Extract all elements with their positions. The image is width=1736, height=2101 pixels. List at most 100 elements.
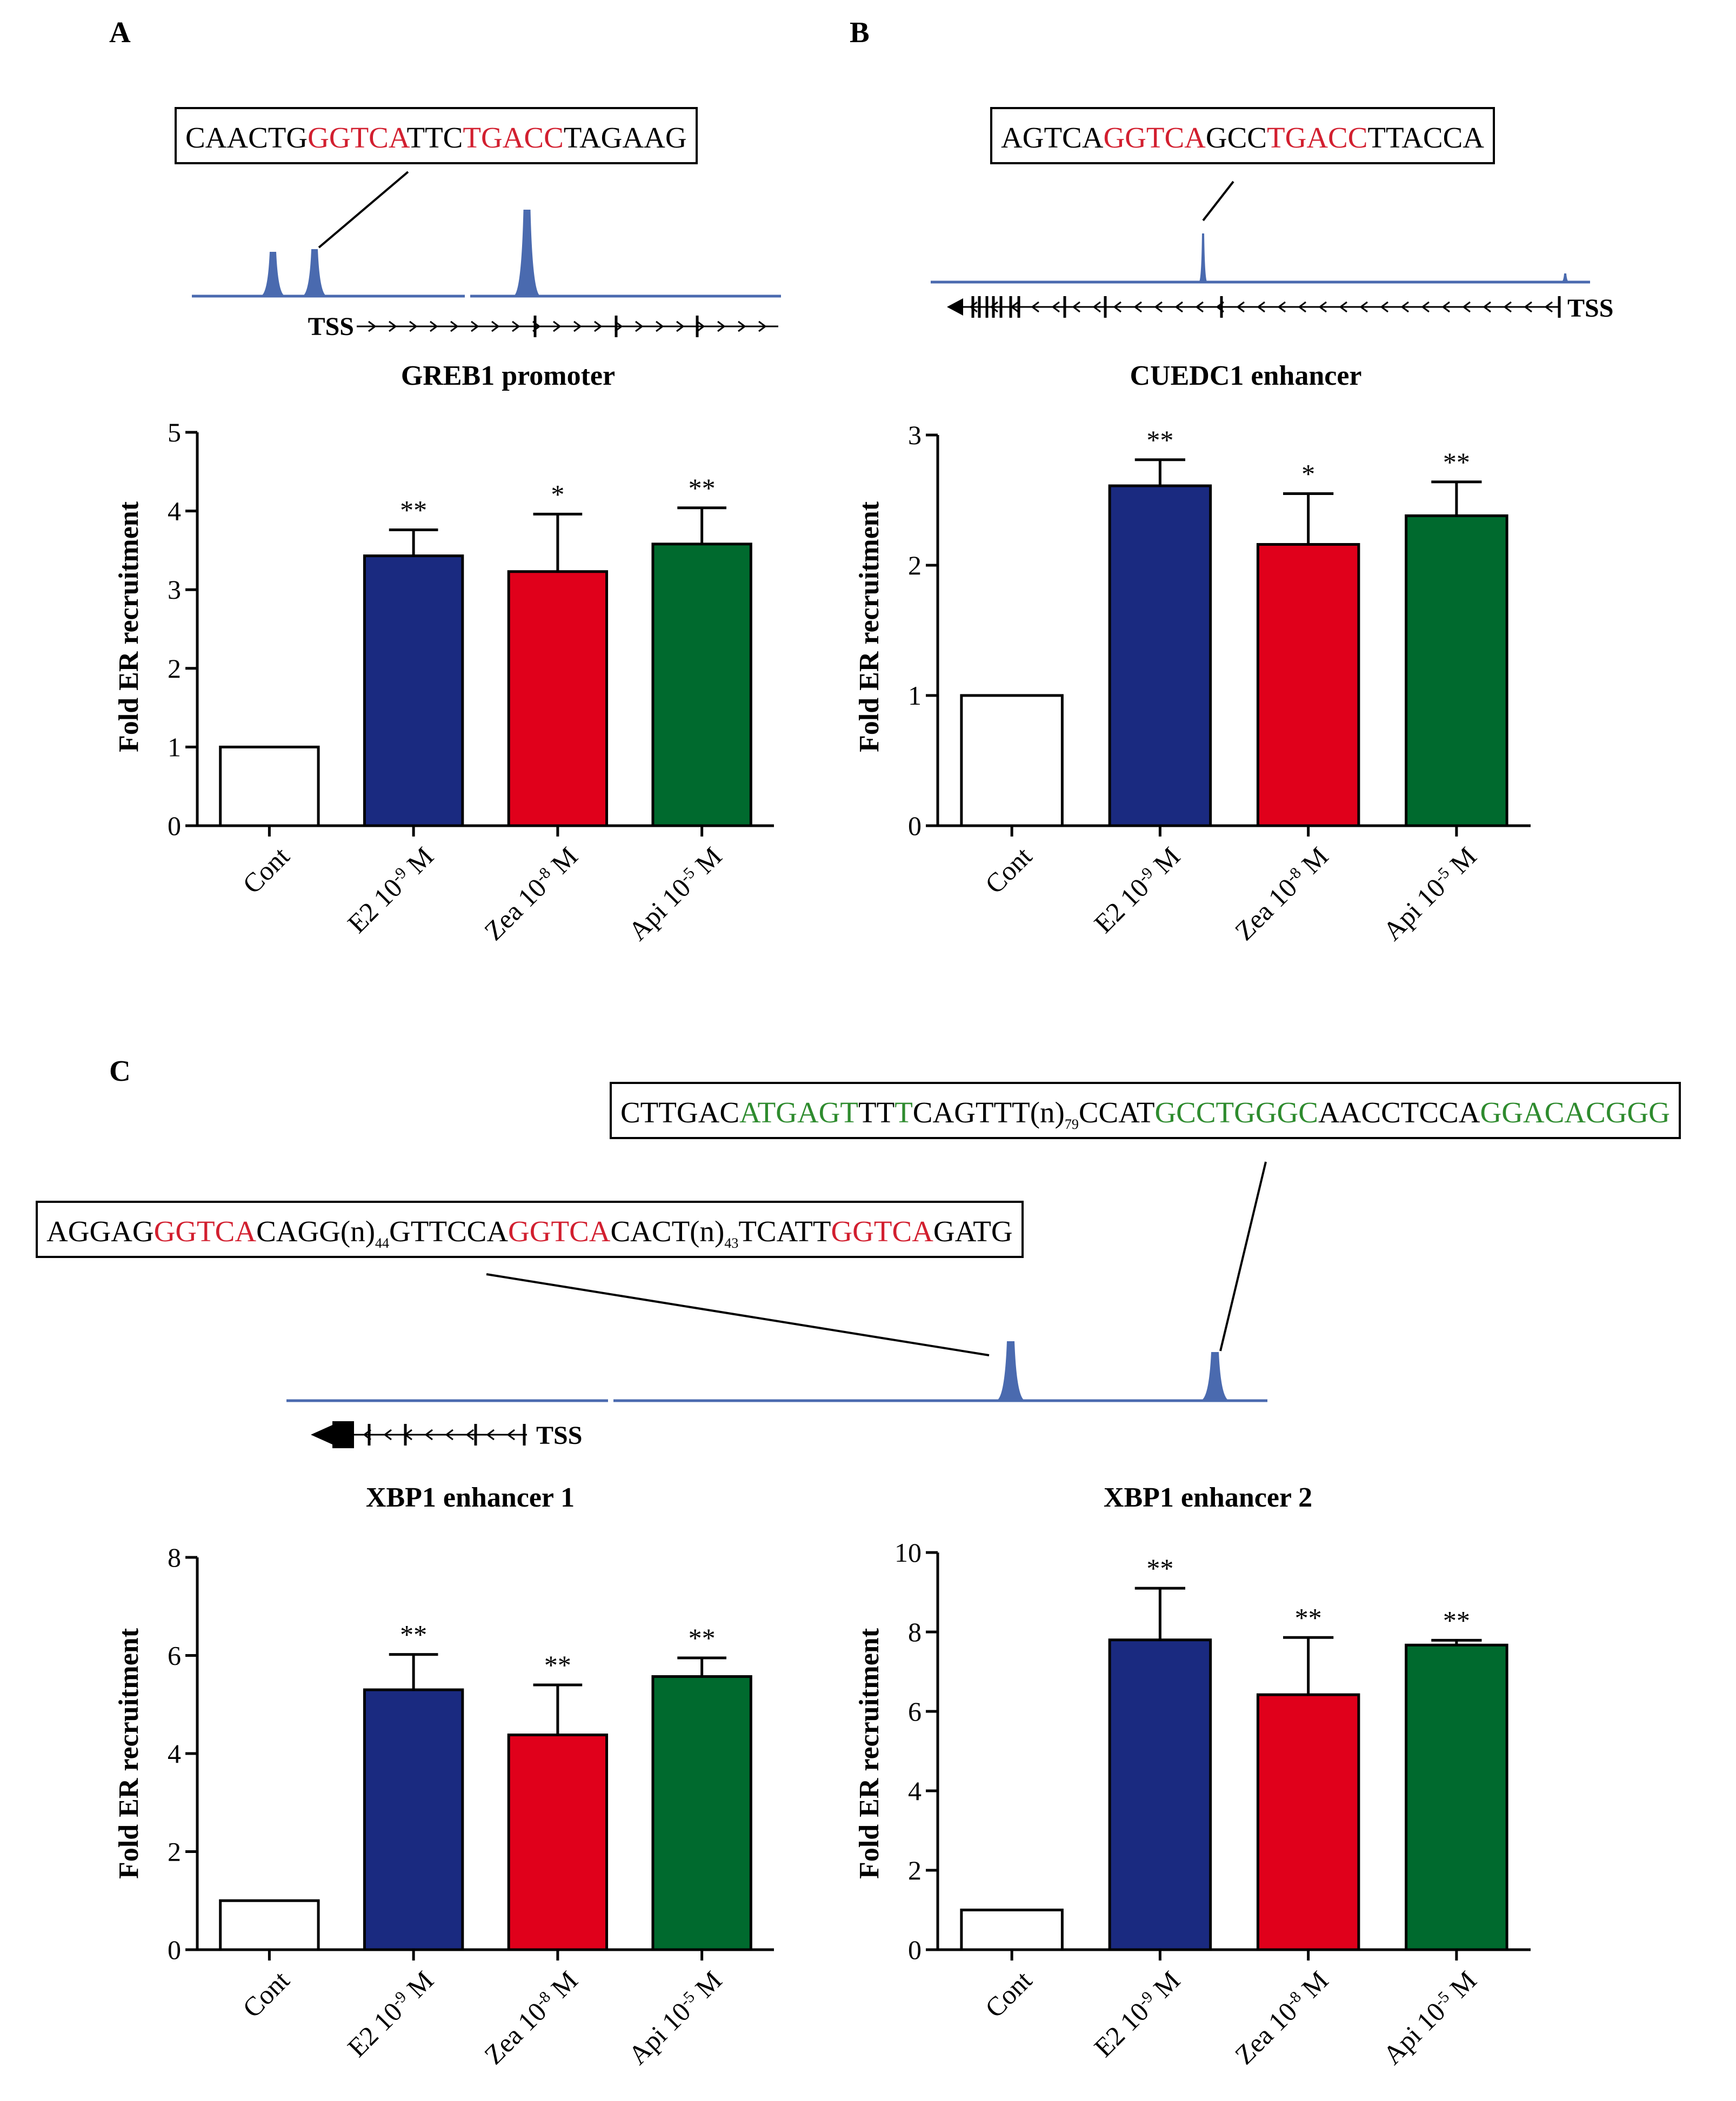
xbp1-enhancer1-leader-line [486,1273,990,1356]
y-tick-label: 1 [908,680,922,711]
greb1-tss-label: TSS [308,312,354,341]
cuedc1-signal-peak [1199,233,1207,282]
motif-half-site: GGTCA [1103,121,1206,154]
chart-title: XBP1 enhancer 1 [366,1482,575,1513]
greb1-gene-structure [357,316,778,337]
spacer-length: 43 [724,1235,739,1251]
y-tick-label: 1 [168,732,181,762]
y-axis-label: Fold ER recruitment [854,1628,885,1879]
sequence-fragment: TT [858,1096,895,1129]
bar-e2 [363,1688,464,1951]
motif-half-site: T [894,1096,913,1129]
x-tick-label: Zea 10-8 M [1229,1965,1334,2070]
significance-marker: ** [1443,447,1470,477]
motif-half-site: GGACACGGG [1480,1096,1670,1129]
bar-zea [1256,543,1360,827]
xbp1-enhancer1-signal-peak [996,1341,1026,1401]
x-tick-label: Api 10-5 M [623,1965,728,2070]
bar-api [651,1675,752,1951]
y-tick-label: 4 [168,1738,181,1769]
x-tick-label: Zea 10-8 M [478,1965,584,2070]
significance-marker: ** [1146,1553,1173,1583]
cuedc1-gene-structure [957,296,1561,318]
x-tick-label: E2 10-9 M [342,1965,439,2063]
motif-half-site: ATGAGT [739,1096,858,1129]
cuedc1-signal-peak [1561,273,1570,282]
y-tick-label: 8 [168,1542,181,1573]
significance-marker: ** [689,1623,716,1653]
genome-tracks: TSS TSS TSS [192,171,1613,1450]
y-tick-label: 0 [168,1935,181,1965]
sequence-fragment: GCC [1205,121,1267,154]
greb1-motif-leader-line [318,171,409,249]
bar-api [1405,1643,1508,1951]
x-tick-label: Api 10-5 M [1377,841,1483,946]
chart-title: GREB1 promoter [401,360,615,391]
xbp1-gene-start-arrow [311,1425,332,1444]
xbp1-tss-label: TSS [536,1421,582,1450]
spacer-length: 44 [375,1235,390,1251]
significance-marker: ** [1146,425,1173,455]
motif-half-site: GGTCA [508,1215,611,1248]
y-tick-label: 2 [908,1855,922,1885]
sequence-fragment: CTTGAC [620,1096,739,1129]
motif-half-site: GGTCA [308,121,407,154]
panel-label-b: B [850,16,870,49]
greb1-signal-peak [513,210,541,296]
bar-api [1405,514,1508,827]
bar-zea [507,570,609,827]
panel-label-a: A [109,16,131,49]
xbp1-enhancer2-signal-peak [1200,1352,1230,1401]
chart-greb1: GREB1 promoter Fold ER recruitment 0 1 2 3 4 5 C… [113,360,774,946]
x-tick-label: Cont [979,1965,1038,2023]
y-tick-label: 3 [168,574,181,605]
significance-marker: * [1301,458,1315,489]
chart-xbp1_1: XBP1 enhancer 1 Fold ER recruitment 0 2 4 6 8 C… [113,1482,774,2070]
bar-cont [219,745,320,827]
greb1-motif-sequence-box: CAACTGGGTCATTCTGACCTAGAAG [175,107,698,164]
motif-half-site: GGTCA [153,1215,257,1248]
significance-marker: ** [400,1620,427,1650]
bar-e2 [1108,484,1212,827]
y-axis-label: Fold ER recruitment [113,1628,144,1879]
y-tick-label: 2 [908,550,922,580]
significance-marker: ** [1443,1605,1470,1635]
bar-e2 [1108,1638,1212,1951]
panel-label-c: C [109,1054,131,1087]
cuedc1-motif-leader-line [1202,180,1234,222]
greb1-signal-peak [302,249,328,296]
motif-half-site: TGACC [1267,121,1368,154]
significance-marker: ** [400,495,427,525]
bar-zea [1256,1693,1360,1951]
chart-title: XBP1 enhancer 2 [1104,1482,1312,1513]
xbp1-enhancer2-leader-line [1219,1161,1267,1351]
significance-marker: * [551,479,564,509]
sequence-fragment: GTTCCA [389,1215,509,1248]
xbp1-gene-structure [330,1424,527,1446]
x-tick-label: E2 10-9 M [1088,841,1186,939]
sequence-fragment: CCAT [1078,1096,1155,1129]
y-tick-label: 3 [908,420,922,450]
sequence-fragment: TTACCA [1367,121,1485,154]
sequence-fragment: TCATT [738,1215,831,1248]
chart-title: CUEDC1 enhancer [1130,360,1362,391]
sequence-fragment: TAGAAG [563,121,687,154]
x-tick-label: Zea 10-8 M [478,841,584,946]
y-axis-label: Fold ER recruitment [113,501,144,752]
motif-half-site: GCCTGGGC [1154,1096,1318,1129]
x-tick-label: E2 10-9 M [1088,1965,1186,2063]
y-tick-label: 10 [894,1537,922,1568]
motif-half-site: TGACC [463,121,564,154]
significance-marker: ** [1295,1602,1322,1632]
sequence-fragment: TTC [406,121,463,154]
y-tick-label: 4 [908,1776,922,1806]
y-tick-label: 6 [168,1641,181,1671]
bar-e2 [363,554,464,827]
y-tick-label: 0 [908,811,922,841]
sequence-fragment: AGTCA [1001,121,1104,154]
x-tick-label: Api 10-5 M [1377,1965,1483,2070]
y-tick-label: 4 [168,496,181,526]
sequence-fragment: CAGTTT(n) [912,1096,1065,1129]
chart-cuedc1: CUEDC1 enhancer Fold ER recruitment 0 1 2 3 Co… [854,360,1531,946]
